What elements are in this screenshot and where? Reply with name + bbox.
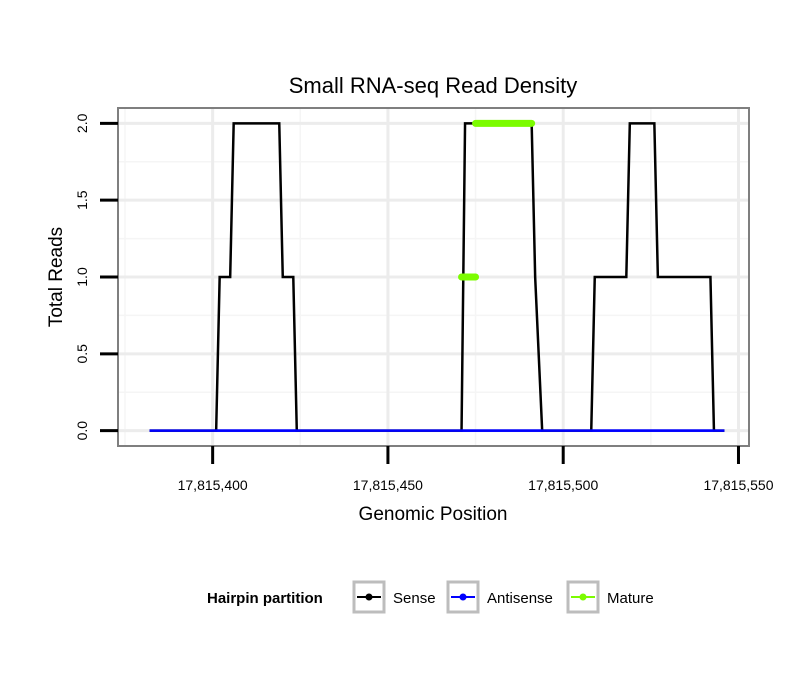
y-tick-label: 2.0 xyxy=(74,113,90,133)
x-axis-title: Genomic Position xyxy=(359,504,508,525)
legend-key-dot xyxy=(579,593,587,601)
y-tick-label: 1.0 xyxy=(74,267,90,287)
chart-title: Small RNA-seq Read Density xyxy=(289,73,578,98)
series-sense-line xyxy=(149,122,725,432)
x-tick-label: 17,815,400 xyxy=(178,477,248,493)
legend-item-antisense: Antisense xyxy=(446,580,553,614)
legend-items: Sense Antisense Mature xyxy=(352,580,654,614)
legend-key-dot xyxy=(365,593,373,601)
legend-title: Hairpin partition xyxy=(207,590,323,607)
y-tick-label: 0.5 xyxy=(74,344,90,364)
x-tick-label: 17,815,500 xyxy=(528,477,598,493)
y-tick-label: 1.5 xyxy=(74,190,90,210)
x-tick-label: 17,815,550 xyxy=(703,477,773,493)
y-tick-label: 0.0 xyxy=(74,421,90,441)
legend: Hairpin partition Sense Antisense Mature xyxy=(207,580,654,614)
series-layer xyxy=(149,119,725,432)
legend-key-dot xyxy=(459,593,467,601)
x-tick-label: 17,815,450 xyxy=(353,477,423,493)
legend-label: Antisense xyxy=(487,590,553,607)
y-axis: 0.0 0.5 1.0 1.5 2.0 xyxy=(74,113,118,440)
legend-label: Mature xyxy=(607,590,654,607)
y-axis-title: Total Reads xyxy=(46,227,67,327)
x-axis: 17,815,400 17,815,450 17,815,500 17,815,550 xyxy=(178,446,774,493)
legend-label: Sense xyxy=(393,590,436,607)
legend-item-mature: Mature xyxy=(566,580,654,614)
legend-item-sense: Sense xyxy=(352,580,436,614)
